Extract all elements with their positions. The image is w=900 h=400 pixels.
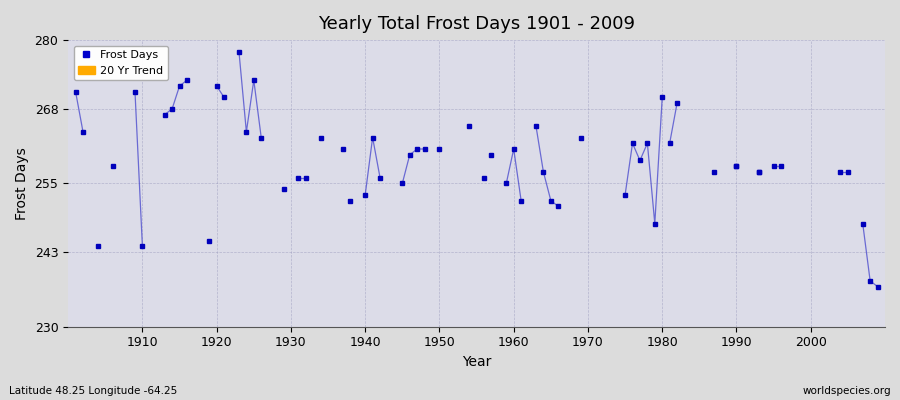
- Title: Yearly Total Frost Days 1901 - 2009: Yearly Total Frost Days 1901 - 2009: [318, 15, 635, 33]
- Y-axis label: Frost Days: Frost Days: [15, 147, 29, 220]
- Text: worldspecies.org: worldspecies.org: [803, 386, 891, 396]
- X-axis label: Year: Year: [462, 355, 491, 369]
- Legend: Frost Days, 20 Yr Trend: Frost Days, 20 Yr Trend: [74, 46, 168, 80]
- Text: Latitude 48.25 Longitude -64.25: Latitude 48.25 Longitude -64.25: [9, 386, 177, 396]
